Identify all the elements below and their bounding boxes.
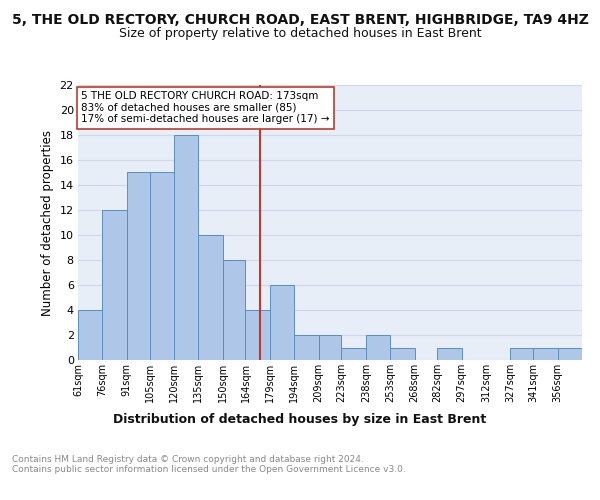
Text: Contains HM Land Registry data © Crown copyright and database right 2024.
Contai: Contains HM Land Registry data © Crown c… bbox=[12, 455, 406, 474]
Text: 5 THE OLD RECTORY CHURCH ROAD: 173sqm
83% of detached houses are smaller (85)
17: 5 THE OLD RECTORY CHURCH ROAD: 173sqm 83… bbox=[81, 91, 330, 124]
Bar bbox=[78, 310, 103, 360]
Bar bbox=[149, 172, 174, 360]
Text: Distribution of detached houses by size in East Brent: Distribution of detached houses by size … bbox=[113, 412, 487, 426]
Bar bbox=[223, 260, 245, 360]
Bar bbox=[103, 210, 127, 360]
Bar bbox=[533, 348, 557, 360]
Text: 5, THE OLD RECTORY, CHURCH ROAD, EAST BRENT, HIGHBRIDGE, TA9 4HZ: 5, THE OLD RECTORY, CHURCH ROAD, EAST BR… bbox=[11, 12, 589, 26]
Bar bbox=[245, 310, 270, 360]
Bar bbox=[341, 348, 366, 360]
Bar bbox=[174, 135, 199, 360]
Bar bbox=[366, 335, 390, 360]
Bar bbox=[199, 235, 223, 360]
Bar bbox=[511, 348, 533, 360]
Bar bbox=[294, 335, 319, 360]
Bar bbox=[557, 348, 582, 360]
Text: Size of property relative to detached houses in East Brent: Size of property relative to detached ho… bbox=[119, 28, 481, 40]
Y-axis label: Number of detached properties: Number of detached properties bbox=[41, 130, 54, 316]
Bar bbox=[319, 335, 341, 360]
Bar bbox=[127, 172, 149, 360]
Bar bbox=[437, 348, 461, 360]
Bar bbox=[390, 348, 415, 360]
Bar bbox=[270, 285, 294, 360]
